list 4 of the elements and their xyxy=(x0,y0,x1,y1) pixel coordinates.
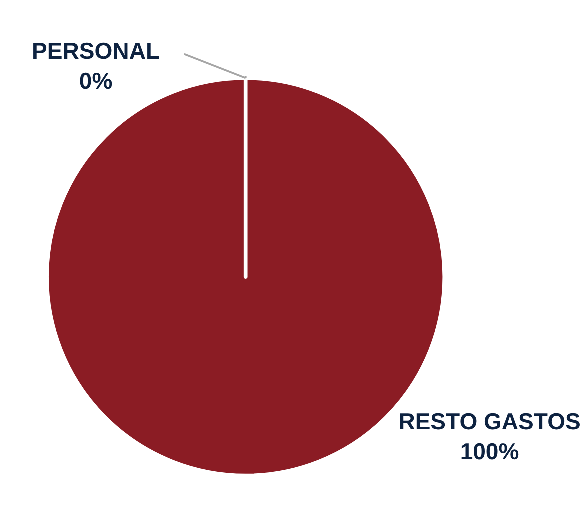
data-label: 100% xyxy=(460,438,520,464)
text: 0% xyxy=(79,68,113,94)
slice-label: RESTO GASTOS xyxy=(398,408,581,435)
legend-label: PERSONAL xyxy=(32,38,160,64)
